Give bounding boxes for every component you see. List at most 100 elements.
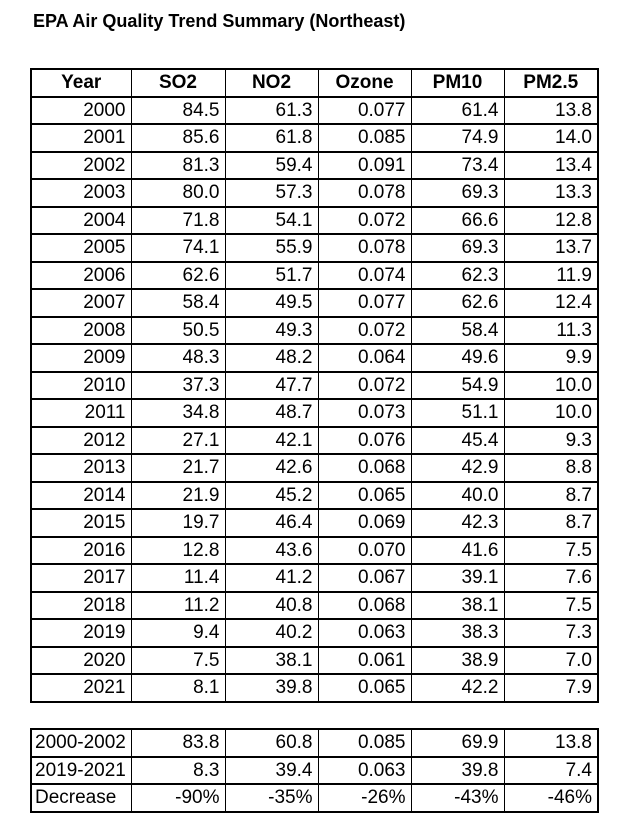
table-row: Decrease -90% -35% -26% -43% -46% [30, 783, 599, 813]
value-cell: 83.8 [130, 728, 226, 758]
value-cell: 61.8 [224, 123, 319, 153]
value-cell: 39.4 [224, 755, 319, 785]
row-label-cell: 2021 [30, 673, 132, 703]
value-cell: 9.4 [130, 618, 226, 648]
value-cell: 0.077 [317, 288, 412, 318]
value-cell: 0.070 [317, 535, 412, 565]
value-cell: 58.4 [130, 288, 226, 318]
value-cell: 0.072 [317, 315, 412, 345]
value-cell: -90% [130, 783, 226, 813]
table-row: 2000 84.5 61.3 0.077 61.4 13.8 [30, 95, 599, 125]
table-row: 2009 48.3 48.2 0.064 49.6 9.9 [30, 343, 599, 373]
value-cell: -26% [317, 783, 412, 813]
column-header: PM10 [410, 68, 505, 98]
value-cell: 21.7 [130, 453, 226, 483]
air-quality-table: Year SO2 NO2 Ozone PM10 PM2.5 2000 84.5 61.3 0.0… [30, 68, 599, 703]
value-cell: 51.7 [224, 260, 319, 290]
value-cell: 38.1 [224, 645, 319, 675]
value-cell: 8.1 [130, 673, 226, 703]
page-title: EPA Air Quality Trend Summary (Northeast… [33, 11, 406, 31]
row-label-cell: 2006 [30, 260, 132, 290]
table-row: 2013 21.7 42.6 0.068 42.9 8.8 [30, 453, 599, 483]
value-cell: 49.6 [410, 343, 505, 373]
value-cell: 37.3 [130, 370, 226, 400]
value-cell: 13.8 [503, 728, 599, 758]
value-cell: 73.4 [410, 150, 505, 180]
value-cell: 48.2 [224, 343, 319, 373]
row-label-cell: 2000 [30, 95, 132, 125]
row-label-cell: 2013 [30, 453, 132, 483]
value-cell: 57.3 [224, 178, 319, 208]
row-label-cell: 2018 [30, 590, 132, 620]
table-row: 2004 71.8 54.1 0.072 66.6 12.8 [30, 205, 599, 235]
value-cell: 9.3 [503, 425, 599, 455]
value-cell: 61.3 [224, 95, 319, 125]
table-row: 2012 27.1 42.1 0.076 45.4 9.3 [30, 425, 599, 455]
value-cell: 46.4 [224, 508, 319, 538]
value-cell: 0.072 [317, 205, 412, 235]
value-cell: -46% [503, 783, 599, 813]
value-cell: 48.7 [224, 398, 319, 428]
column-header: SO2 [130, 68, 226, 98]
column-header: Year [30, 68, 132, 98]
value-cell: 13.8 [503, 95, 599, 125]
value-cell: 21.9 [130, 480, 226, 510]
value-cell: 40.2 [224, 618, 319, 648]
value-cell: 11.3 [503, 315, 599, 345]
value-cell: 0.065 [317, 673, 412, 703]
table-row: 2015 19.7 46.4 0.069 42.3 8.7 [30, 508, 599, 538]
value-cell: 0.063 [317, 618, 412, 648]
value-cell: 54.9 [410, 370, 505, 400]
value-cell: 8.7 [503, 480, 599, 510]
value-cell: 7.6 [503, 563, 599, 593]
table-row: 2001 85.6 61.8 0.085 74.9 14.0 [30, 123, 599, 153]
value-cell: 49.3 [224, 315, 319, 345]
value-cell: 55.9 [224, 233, 319, 263]
value-cell: 0.065 [317, 480, 412, 510]
value-cell: 0.091 [317, 150, 412, 180]
table-row: 2006 62.6 51.7 0.074 62.3 11.9 [30, 260, 599, 290]
table-row: 2016 12.8 43.6 0.070 41.6 7.5 [30, 535, 599, 565]
value-cell: 0.064 [317, 343, 412, 373]
value-cell: 58.4 [410, 315, 505, 345]
row-label-cell: 2019 [30, 618, 132, 648]
row-label-cell: 2007 [30, 288, 132, 318]
value-cell: 71.8 [130, 205, 226, 235]
value-cell: 13.3 [503, 178, 599, 208]
value-cell: 0.067 [317, 563, 412, 593]
row-label-cell: 2014 [30, 480, 132, 510]
table-row: 2000-2002 83.8 60.8 0.085 69.9 13.8 [30, 728, 599, 758]
value-cell: 42.6 [224, 453, 319, 483]
value-cell: 0.074 [317, 260, 412, 290]
value-cell: 0.085 [317, 123, 412, 153]
value-cell: 39.8 [224, 673, 319, 703]
value-cell: 81.3 [130, 150, 226, 180]
value-cell: 0.063 [317, 755, 412, 785]
table-row: 2019 9.4 40.2 0.063 38.3 7.3 [30, 618, 599, 648]
row-label-cell: 2020 [30, 645, 132, 675]
summary-table: 2000-2002 83.8 60.8 0.085 69.9 13.8 2019-2021 8… [30, 728, 599, 813]
value-cell: 66.6 [410, 205, 505, 235]
row-label-cell: 2012 [30, 425, 132, 455]
value-cell: 0.068 [317, 590, 412, 620]
row-label-cell: 2017 [30, 563, 132, 593]
value-cell: 69.9 [410, 728, 505, 758]
value-cell: 48.3 [130, 343, 226, 373]
value-cell: 38.9 [410, 645, 505, 675]
column-header: PM2.5 [503, 68, 599, 98]
header-row: Year SO2 NO2 Ozone PM10 PM2.5 [30, 68, 599, 98]
value-cell: 13.7 [503, 233, 599, 263]
table-row: 2003 80.0 57.3 0.078 69.3 13.3 [30, 178, 599, 208]
value-cell: 40.8 [224, 590, 319, 620]
summary-table-body: 2000-2002 83.8 60.8 0.085 69.9 13.8 2019-2021 8… [30, 728, 599, 813]
value-cell: -43% [410, 783, 505, 813]
column-header: NO2 [224, 68, 319, 98]
value-cell: 43.6 [224, 535, 319, 565]
value-cell: 54.1 [224, 205, 319, 235]
row-label-cell: 2019-2021 [30, 755, 132, 785]
table-row: 2008 50.5 49.3 0.072 58.4 11.3 [30, 315, 599, 345]
value-cell: 10.0 [503, 370, 599, 400]
row-label-cell: 2009 [30, 343, 132, 373]
column-header: Ozone [317, 68, 412, 98]
